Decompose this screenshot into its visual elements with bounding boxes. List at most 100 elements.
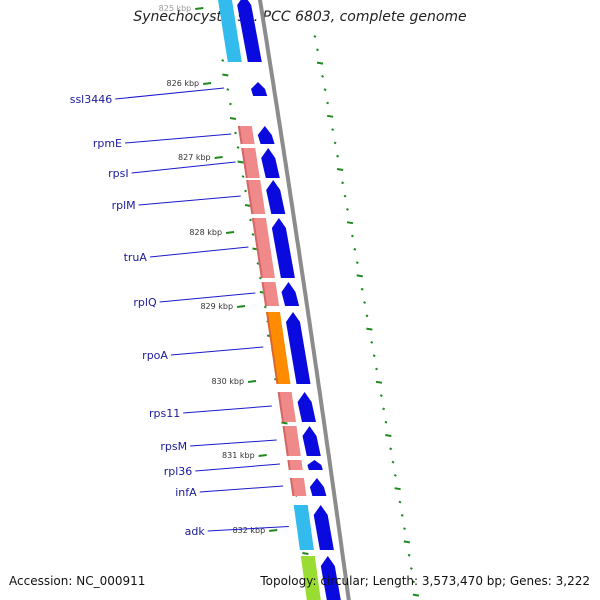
kbp-tick	[269, 529, 278, 532]
feature-bar[interactable]	[293, 505, 314, 550]
gene-label[interactable]: rplM	[112, 199, 136, 212]
inner-tick	[302, 552, 309, 555]
gene-label-line	[115, 87, 225, 100]
outer-tick	[350, 234, 354, 238]
gene-label-line	[138, 195, 241, 206]
outer-tick	[403, 540, 410, 544]
cds-arrow[interactable]	[302, 426, 321, 456]
outer-tick	[333, 141, 337, 145]
gene-label[interactable]: rps11	[149, 407, 180, 420]
kbp-tick	[214, 156, 223, 159]
cds-arrow[interactable]	[309, 478, 327, 496]
outer-tick	[379, 394, 383, 397]
outer-tick	[394, 487, 401, 491]
cds-arrow[interactable]	[271, 218, 295, 278]
kbp-label: 826 kbp	[167, 79, 200, 88]
outer-tick	[336, 168, 344, 171]
outer-tick	[326, 114, 334, 118]
feature-bar-shade	[261, 281, 268, 307]
cds-arrow[interactable]	[320, 556, 341, 600]
cds-arrow[interactable]	[261, 148, 280, 178]
gene-label[interactable]: rpsI	[108, 167, 128, 180]
inner-tick	[256, 262, 260, 265]
outer-tick	[321, 75, 325, 78]
inner-tick	[234, 131, 237, 135]
kbp-label: 831 kbp	[222, 451, 255, 460]
outer-tick	[375, 367, 378, 371]
inner-tick	[221, 59, 225, 62]
gene-label-line	[199, 485, 284, 493]
feature-bar[interactable]	[217, 0, 242, 62]
gene-label[interactable]: rplQ	[133, 296, 157, 309]
outer-tick	[331, 128, 335, 131]
gene-label[interactable]: adk	[185, 525, 206, 538]
gene-label-line	[159, 292, 256, 303]
inner-tick	[237, 160, 244, 164]
inner-tick	[244, 204, 252, 207]
gene-label[interactable]: truA	[124, 251, 148, 264]
gene-label-line	[131, 161, 236, 174]
inner-tick	[281, 421, 288, 425]
outer-tick	[323, 88, 327, 92]
inner-tick	[229, 117, 237, 120]
cds-arrow[interactable]	[281, 282, 300, 306]
cds-arrow[interactable]	[251, 82, 268, 96]
feature-bar[interactable]	[300, 556, 321, 600]
gene-label[interactable]: ssl3446	[70, 93, 113, 106]
cds-arrow[interactable]	[257, 126, 275, 144]
outer-tick	[412, 593, 420, 597]
outer-tick	[398, 500, 402, 504]
inner-tick	[236, 146, 240, 149]
outer-tick	[355, 261, 359, 264]
feature-bar[interactable]	[266, 312, 291, 384]
outer-tick	[385, 434, 392, 437]
feature-bar-shade	[237, 125, 243, 145]
gene-label[interactable]: rpoA	[142, 349, 168, 362]
gene-label[interactable]: infA	[175, 486, 197, 499]
feature-bar[interactable]	[289, 478, 307, 496]
outer-tick	[389, 447, 393, 451]
inner-tick	[226, 88, 230, 91]
kbp-label: 832 kbp	[233, 526, 266, 535]
kbp-label: 825 kbp	[159, 4, 192, 13]
inner-tick	[258, 276, 262, 280]
outer-tick	[313, 35, 317, 38]
cds-arrow[interactable]	[297, 392, 316, 422]
cds-arrow[interactable]	[266, 180, 286, 214]
feature-bar-shade	[251, 217, 263, 279]
feature-bar[interactable]	[251, 218, 275, 278]
kbp-label: 829 kbp	[200, 302, 233, 311]
outer-tick	[343, 194, 347, 198]
outer-tick	[393, 474, 397, 477]
cds-arrow[interactable]	[237, 0, 262, 62]
outer-tick	[346, 221, 354, 225]
gene-label[interactable]: rpmE	[93, 137, 122, 150]
gene-label-line	[190, 439, 277, 447]
outer-tick	[400, 513, 404, 517]
outer-tick	[407, 553, 411, 557]
accession-text: Accession: NC_000911	[9, 574, 146, 588]
kbp-tick	[247, 380, 257, 383]
genome-stats-text: Topology: circular; Length: 3,573,470 bp…	[260, 574, 590, 588]
gene-label[interactable]: rpl36	[164, 465, 193, 478]
outer-tick	[316, 61, 324, 65]
feature-bar[interactable]	[287, 460, 303, 470]
gene-label-line	[195, 463, 281, 472]
cds-arrow[interactable]	[286, 312, 311, 384]
outer-tick	[409, 567, 413, 570]
feature-bar-shade	[241, 147, 248, 179]
outer-tick	[375, 380, 383, 384]
gene-label-line	[207, 526, 289, 532]
outer-tick	[341, 181, 345, 185]
outer-tick	[391, 460, 395, 464]
outer-tick	[363, 301, 367, 304]
inner-tick	[249, 218, 252, 222]
gene-label[interactable]: rpsM	[160, 440, 187, 453]
outer-tick	[356, 274, 363, 278]
feature-bar[interactable]	[237, 126, 255, 144]
map-title: Synechocystis sp. PCC 6803, complete gen…	[133, 9, 467, 25]
cds-arrow[interactable]	[313, 505, 334, 550]
inner-tick	[244, 189, 248, 193]
cds-arrow[interactable]	[307, 460, 323, 470]
